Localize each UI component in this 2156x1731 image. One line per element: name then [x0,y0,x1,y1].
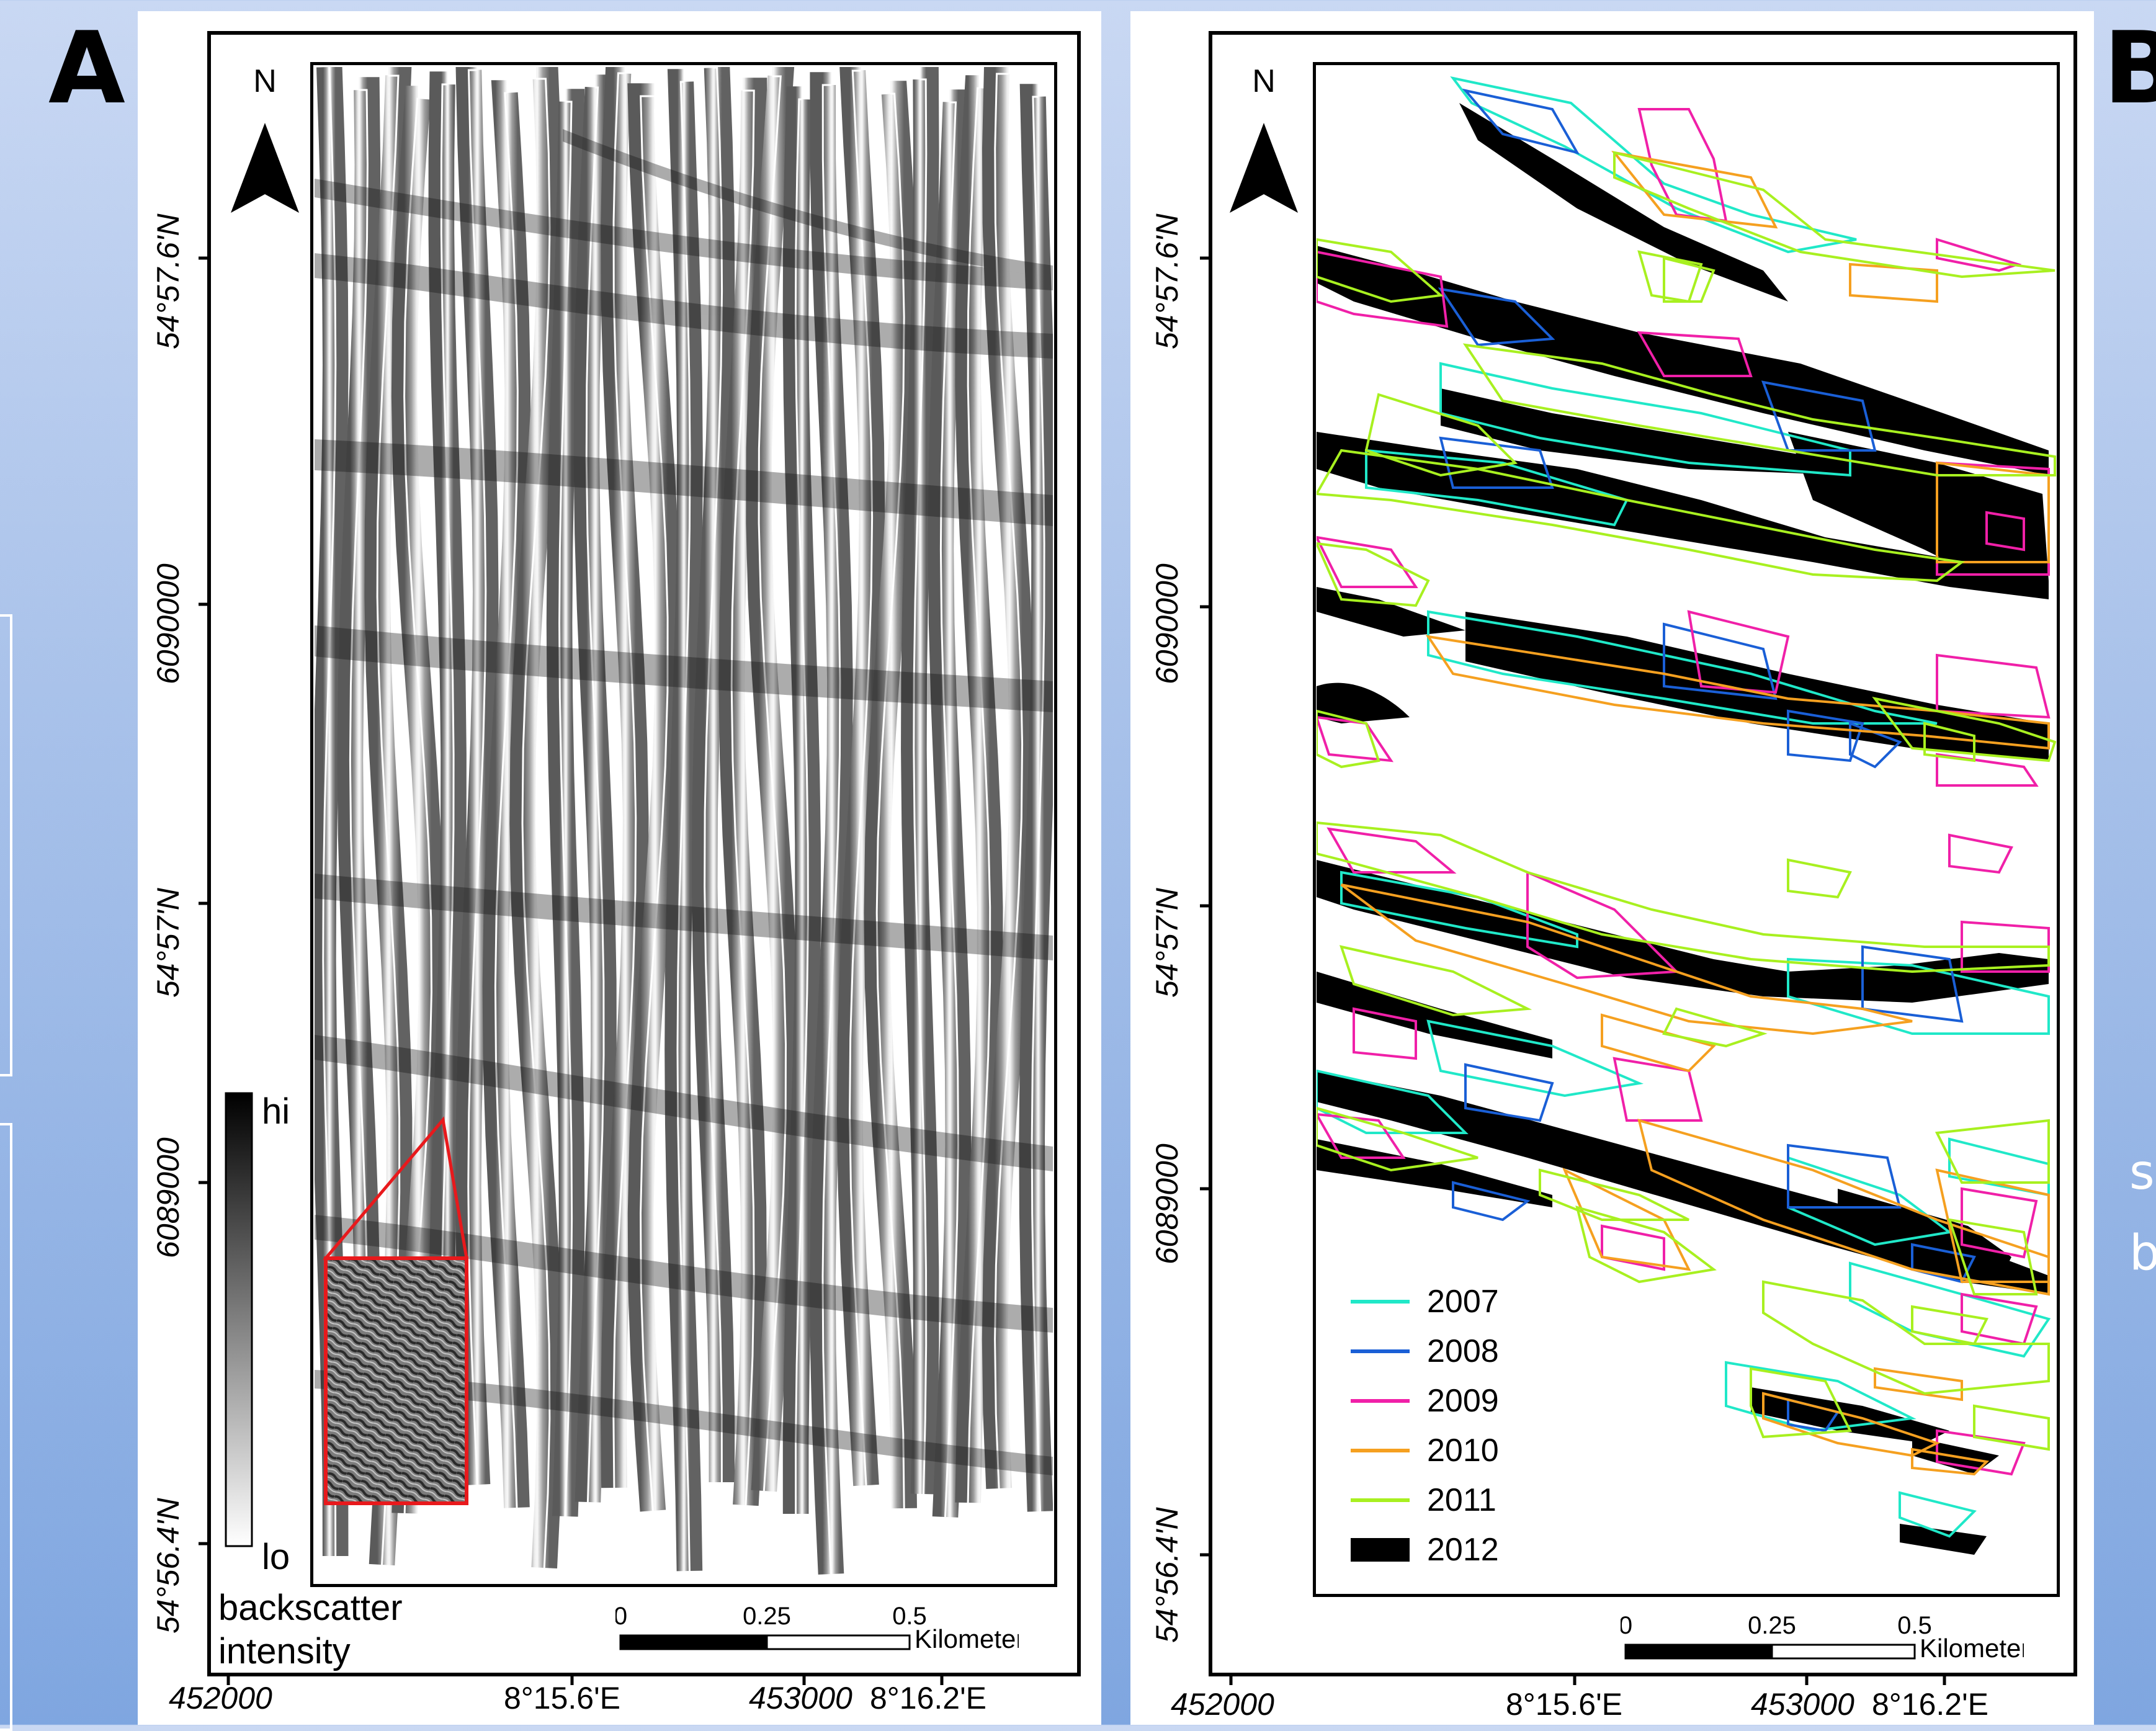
colorbar-title-line2: intensity [218,1631,351,1671]
survey-strip-nadir [913,78,928,1495]
inset-ripple-image [326,1258,467,1503]
x-label-1: 452000 [169,1681,272,1715]
panel-b-map-frame [1313,62,2060,1597]
side-text-2: b [2129,1225,2156,1281]
north-label: N [253,63,277,99]
scale-tick-0: 0 [615,1603,627,1630]
x-label-1: 452000 [1171,1687,1274,1722]
panel-a-letter: A [48,10,125,126]
survey-strip-nadir [967,87,991,1503]
survey-strip-nadir [704,67,723,1483]
axis-ticks [199,256,944,1685]
legend-label: 2009 [1427,1383,1499,1419]
panel-b-letter: B [2103,10,2156,126]
survey-strip-nadir [558,101,573,1517]
legend-entry-2007: 2007 [1351,1277,1512,1326]
scale-tick-025: 0.25 [1748,1612,1796,1639]
survey-strip-nadir [1031,96,1045,1512]
legend-label: 2007 [1427,1284,1499,1320]
panel-b: N 2007 2008 2009 2010 2011 2012 0 0.25 0.5 Ki… [1130,11,2094,1725]
survey-strip-nadir [794,98,809,1514]
survey-strip-nadir [676,81,691,1572]
north-arrow-icon: N [231,63,299,213]
panel-a-map-frame [310,62,1057,1587]
survey-strip-nadir [994,73,1024,1489]
legend-entry-2009: 2009 [1351,1376,1512,1426]
legend-label: 2011 [1427,1482,1496,1518]
bedform-outline-map [1317,76,2056,1555]
dark-bedform-bands [315,129,1053,1475]
x-label-2: 8°15.6'E [1506,1687,1623,1722]
inset-border [324,1256,468,1505]
panel-b-outer-frame [1209,31,2077,1676]
x-label-4: 8°16.2'E [870,1681,987,1715]
survey-strip-nadir [758,75,787,1492]
legend-label: 2012 [1427,1532,1499,1568]
legend-entry-2008: 2008 [1351,1326,1512,1376]
legend-swatch [1351,1538,1410,1562]
legend-swatch [1351,1300,1410,1304]
backscatter-colorbar [225,1092,253,1547]
survey-strip-nadir [939,101,959,1518]
bedform-outlines [1317,76,2056,1538]
colorbar-title-line1: backscatter [218,1588,403,1628]
legend-entry-2012: 2012 [1351,1525,1512,1575]
scale-unit: Kilometers [1920,1634,2024,1663]
legend-swatch [1351,1399,1410,1403]
survey-strips [315,67,1053,1575]
survey-strip-nadir [821,84,841,1575]
legend-swatch [1351,1449,1410,1452]
legend-entry-2011: 2011 [1351,1475,1512,1525]
legend-swatch [1351,1349,1410,1353]
survey-strip-nadir [494,92,519,1508]
legend-label: 2010 [1427,1433,1499,1469]
legend-entry-2010: 2010 [1351,1426,1512,1475]
colorbar-low-label: lo [262,1537,290,1577]
backscatter-mosaic [315,67,1053,1575]
panel-a: N hi lo backscatter intensity 0 0.25 0.5… [138,11,1101,1725]
survey-strip-nadir [467,69,487,1485]
survey-strip-nadir [849,69,874,1486]
zoom-inset [322,1116,468,1505]
survey-strip-nadir [440,83,455,1500]
colorbar-high-label: hi [262,1091,290,1132]
legend-swatch [1351,1498,1410,1502]
north-label: N [1252,63,1276,99]
north-arrow-icon: N [1230,63,1298,213]
scale-tick-025: 0.25 [743,1603,791,1630]
side-outline-box [0,614,12,1076]
scale-bar: 0 0.25 0.5 Kilometers [615,1603,1019,1653]
side-lower-box [0,1123,12,1731]
survey-strip-nadir [875,92,905,1509]
x-label-3: 453000 [1751,1687,1854,1722]
scale-bar: 0 0.25 0.5 Kilometers [1621,1612,2024,1663]
axis-ticks [1200,256,1946,1685]
scale-tick-05: 0.5 [892,1603,927,1630]
panel-a-outer-frame [207,31,1081,1676]
survey-strip-nadir [521,78,551,1568]
scale-unit: Kilometers [915,1624,1019,1653]
legend-label: 2008 [1427,1333,1499,1369]
survey-strip-nadir [640,95,669,1511]
x-label-2: 8°15.6'E [504,1681,621,1715]
scale-tick-0: 0 [1621,1612,1632,1639]
x-label-3: 453000 [749,1681,852,1715]
scale-tick-05: 0.5 [1897,1612,1932,1639]
side-text-1: s [2129,1145,2155,1201]
year-legend: 2007 2008 2009 2010 2011 2012 [1351,1277,1512,1575]
x-label-4: 8°16.2'E [1872,1687,1989,1722]
survey-strip-nadir [730,89,755,1506]
survey-strip-nadir [612,72,637,1488]
survey-strip-nadir [585,86,605,1503]
